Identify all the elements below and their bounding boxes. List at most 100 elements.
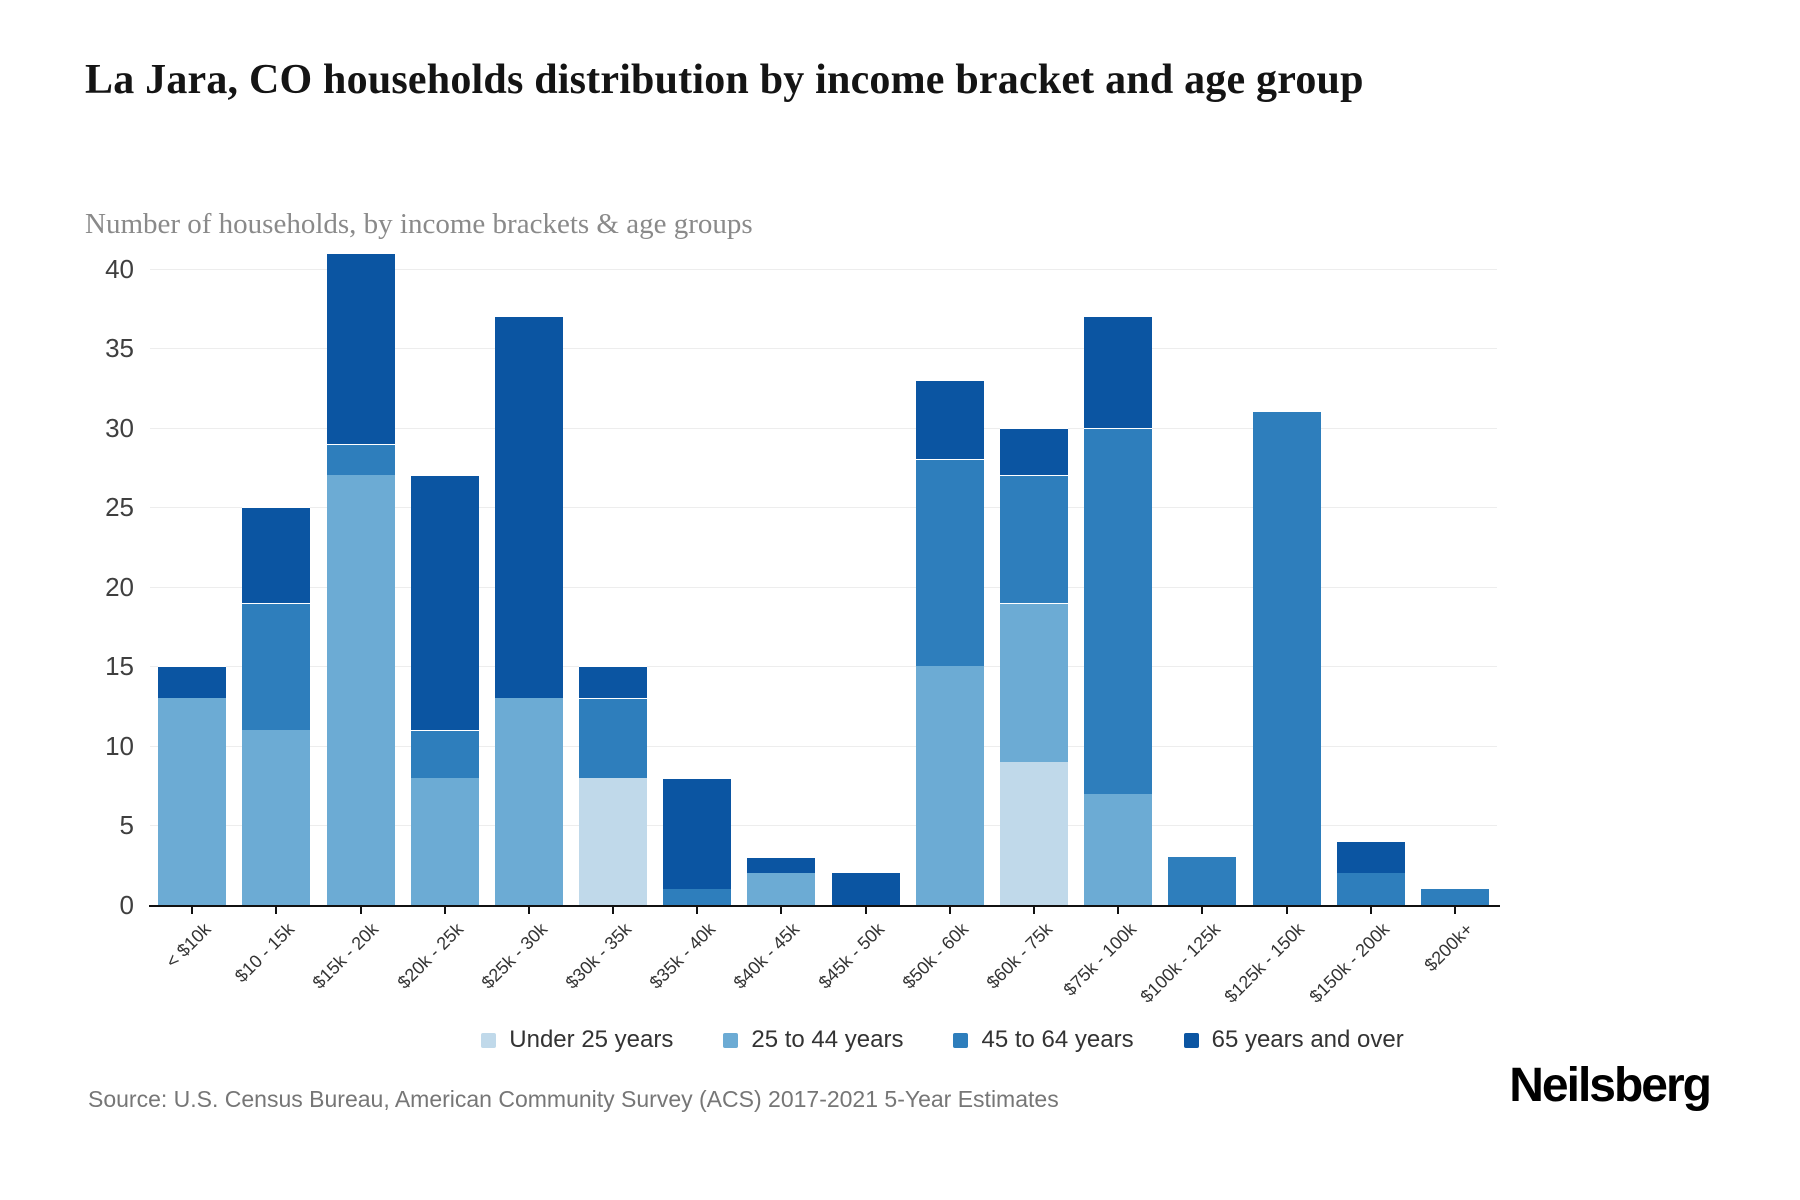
x-axis-tick-label: $25k - 30k: [477, 919, 551, 993]
legend: Under 25 years 25 to 44 years 45 to 64 yea…: [0, 1026, 1800, 1054]
x-axis-tick-label: $35k - 40k: [645, 919, 720, 993]
x-axis-tick-label: $30k - 35k: [561, 919, 636, 993]
bar-segment-25-to-44-years: [242, 730, 311, 905]
x-axis-tick: [1453, 907, 1456, 914]
x-axis-tick-label: $125k - 150k: [1220, 919, 1309, 1007]
gridline: [150, 586, 1497, 588]
bar-segment-25-to-44-years: [1000, 602, 1068, 762]
legend-label: 45 to 64 years: [981, 1026, 1134, 1053]
bar-segment-45-to-64-years: [579, 698, 647, 778]
bar-segment-65-years-and-over: [410, 475, 479, 730]
bar-segment-25-to-44-years: [747, 873, 816, 905]
y-axis-tick-label: 25: [105, 492, 134, 523]
bar-segment-25-to-44-years: [158, 698, 227, 905]
bar-segment-25-to-44-years: [915, 666, 984, 905]
gridline: [150, 427, 1497, 429]
x-axis-tick-label: $15k - 20k: [309, 919, 383, 993]
x-axis-tick: [443, 907, 446, 914]
bar-segment-25-to-44-years: [1084, 793, 1153, 905]
bar-segment-45-to-64-years: [915, 459, 984, 667]
y-axis-tick-label: 40: [105, 253, 134, 284]
bar-segment-65-years-and-over: [579, 666, 647, 699]
x-axis-tick-label: $100k - 125k: [1136, 919, 1225, 1007]
x-axis-tick-label: $60k - 75k: [982, 919, 1057, 993]
x-axis-tick: [696, 907, 699, 914]
bar-segment-65-years-and-over: [747, 857, 816, 874]
bar-segment-under-25-years: [1000, 761, 1068, 905]
x-axis-tick-label: $40k - 45k: [729, 919, 804, 993]
y-axis-tick-label: 30: [105, 412, 134, 443]
bar-segment-45-to-64-years: [1252, 411, 1321, 905]
x-axis-tick-label: $45k - 50k: [814, 919, 888, 993]
bar-segment-25-to-44-years: [410, 777, 479, 905]
x-axis-tick: [1369, 907, 1372, 914]
x-axis-tick: [275, 907, 278, 914]
bar-segment-65-years-and-over: [831, 873, 900, 905]
bar-segment-45-to-64-years: [1336, 873, 1405, 905]
bar-segment-under-25-years: [579, 777, 647, 905]
legend-label: 65 years and over: [1211, 1026, 1404, 1053]
gridline: [150, 348, 1497, 349]
x-axis-tick: [1285, 907, 1288, 914]
legend-swatch-icon: [723, 1032, 739, 1048]
x-axis-tick: [1117, 907, 1120, 914]
bar-segment-65-years-and-over: [326, 252, 395, 444]
y-axis-tick-label: 35: [105, 333, 134, 363]
legend-item: 45 to 64 years: [953, 1026, 1134, 1054]
bar-segment-65-years-and-over: [1336, 841, 1405, 874]
chart-title: La Jara, CO households distribution by i…: [85, 57, 1364, 103]
x-axis-tick: [612, 907, 614, 914]
legend-item: Under 25 years: [481, 1026, 673, 1054]
y-axis-tick-label: 20: [105, 571, 134, 602]
x-axis-tick-label: $200k+: [1420, 919, 1478, 976]
bar-segment-25-to-44-years: [494, 698, 563, 905]
x-axis-tick: [527, 907, 530, 914]
x-axis-tick: [1201, 907, 1204, 914]
gridline: [150, 666, 1497, 668]
x-axis-line: [149, 905, 1500, 907]
x-axis-tick: [359, 907, 362, 914]
bar-segment-65-years-and-over: [663, 777, 732, 890]
bar-segment-45-to-64-years: [1420, 889, 1489, 905]
x-axis-tick-label: $50k - 60k: [898, 919, 972, 993]
bar-segment-25-to-44-years: [326, 475, 395, 905]
bar-segment-45-to-64-years: [1000, 475, 1068, 603]
bar-segment-65-years-and-over: [158, 666, 227, 699]
y-axis-tick-label: 10: [105, 730, 134, 761]
source-note: Source: U.S. Census Bureau, American Com…: [88, 1086, 1059, 1112]
x-axis-tick: [780, 907, 783, 914]
y-axis-tick-label: 5: [119, 810, 134, 841]
gridline: [150, 507, 1497, 509]
bar-segment-65-years-and-over: [494, 316, 563, 699]
y-axis-tick-label: 0: [119, 890, 134, 920]
legend-label: Under 25 years: [509, 1026, 674, 1053]
bar-segment-65-years-and-over: [242, 507, 311, 603]
legend-item: 25 to 44 years: [723, 1026, 903, 1054]
x-axis-tick-label: $10 - 15k: [231, 919, 299, 987]
bar-segment-65-years-and-over: [1000, 427, 1068, 476]
x-axis-tick: [948, 907, 951, 914]
bar-segment-65-years-and-over: [915, 379, 984, 460]
bar-segment-45-to-64-years: [410, 730, 479, 778]
neilsberg-logo: Neilsberg: [1509, 1059, 1712, 1112]
bar-segment-45-to-64-years: [663, 889, 732, 905]
x-axis-tick-label: $150k - 200k: [1305, 919, 1393, 1007]
gridline: [150, 825, 1497, 827]
bar-segment-45-to-64-years: [326, 443, 395, 476]
bar-segment-45-to-64-years: [242, 602, 311, 730]
legend-item: 65 years and over: [1183, 1026, 1404, 1054]
x-axis-tick: [1033, 907, 1035, 914]
gridline: [150, 268, 1497, 270]
legend-swatch-icon: [481, 1032, 497, 1048]
bar-segment-65-years-and-over: [1084, 316, 1153, 428]
x-axis-tick: [864, 907, 867, 914]
x-axis-tick-label: $75k - 100k: [1059, 919, 1141, 1000]
legend-swatch-icon: [1183, 1032, 1199, 1048]
legend-swatch-icon: [953, 1032, 969, 1048]
gridline: [150, 745, 1497, 747]
chart-subtitle: Number of households, by income brackets…: [85, 208, 753, 240]
x-axis-tick-label: < $10k: [161, 919, 215, 972]
x-axis-tick: [191, 907, 194, 914]
